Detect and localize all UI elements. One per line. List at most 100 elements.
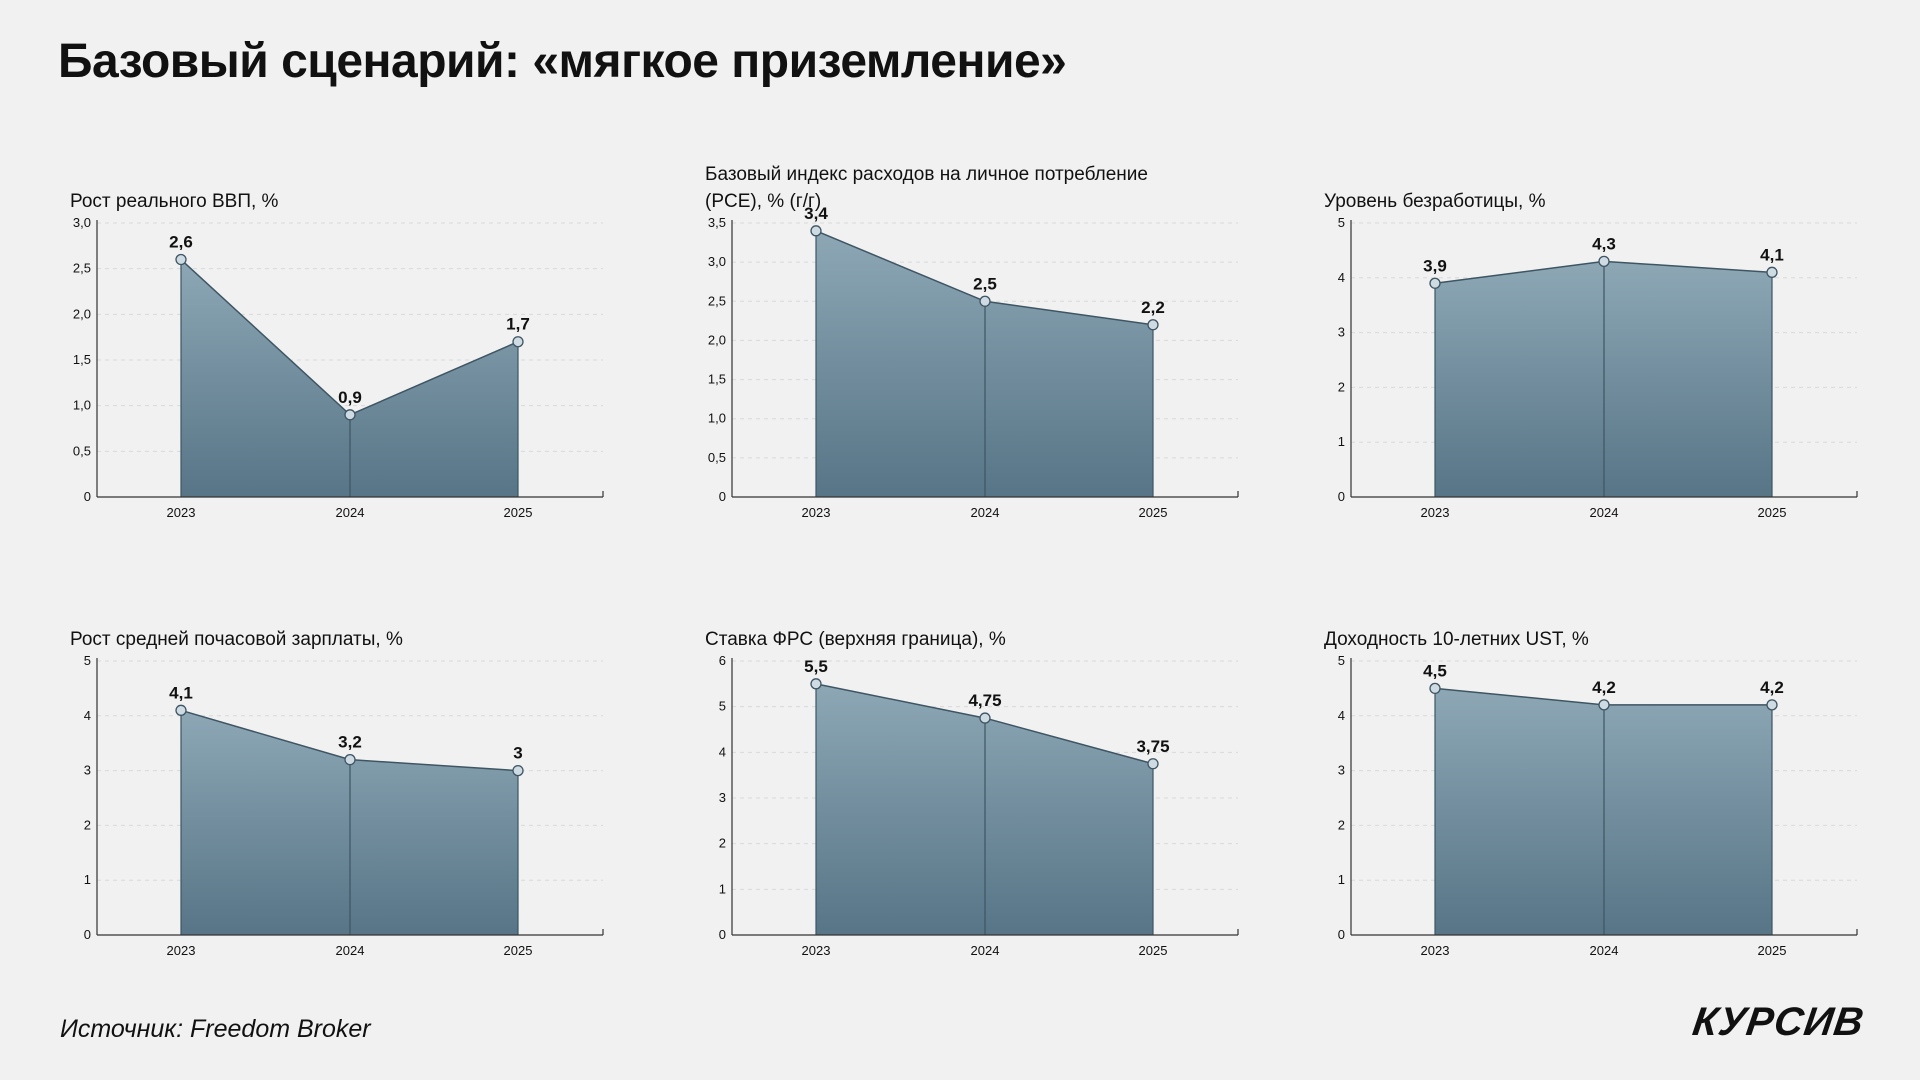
x-tick-label: 2025 [504,943,533,958]
data-label: 5,5 [804,657,828,676]
y-tick-label: 4 [719,744,726,759]
data-point [175,253,187,266]
y-tick-label: 2,5 [708,293,726,308]
y-tick-label: 5 [1338,653,1345,668]
chart-title: Рост средней почасовой зарплаты, % [70,629,403,650]
data-label: 3 [513,744,522,763]
y-tick-label: 1,5 [73,352,91,367]
y-tick-label: 0 [719,927,726,942]
y-tick-label: 1,0 [708,411,726,426]
x-tick-label: 2024 [336,943,365,958]
y-tick-label: 1 [84,872,91,887]
chart-title: Рост реального ВВП, % [70,191,279,212]
chart-svg: 0 1 2 3 4 5 6 5,5 4,75 3,75 2023 2024 2025 [719,653,1239,958]
y-tick-label: 6 [719,653,726,668]
chart-pce-index: Базовый индекс расходов на личное потреб… [695,130,1255,520]
data-point [1766,699,1778,711]
chart-unemployment: Уровень безработицы, % 0 1 2 3 4 5 3,9 4,3 4,1 20… [1314,130,1874,520]
y-tick-label: 3 [1338,763,1345,778]
x-tick-label: 2023 [1421,943,1450,958]
chart-title: Ставка ФРС (верхняя граница), % [705,629,1006,650]
page-title: Базовый сценарий: «мягкое приземление» [58,35,1067,88]
data-point [175,704,187,716]
y-tick-label: 0,5 [708,450,726,465]
series-area [181,259,518,497]
data-label: 3,75 [1136,737,1169,756]
x-tick-label: 2025 [1139,943,1168,958]
brand-logo: КУРСИВ [1690,1000,1868,1044]
chart-title: Уровень безработицы, % [1324,191,1546,212]
x-tick-label: 2023 [167,505,196,520]
x-tick-label: 2025 [1139,505,1168,520]
data-label: 2,6 [169,233,193,252]
data-label: 2,2 [1141,298,1165,317]
y-tick-label: 1,5 [708,372,726,387]
chart-gdp-growth: Рост реального ВВП, % 0 0,5 1,0 1,5 2,0 2,5 3,… [60,130,620,520]
data-label: 3,4 [804,204,828,223]
chart-svg: 0 1 2 3 4 5 4,1 3,2 3 2023 2024 2025 [84,653,604,958]
y-tick-label: 4 [1338,270,1345,285]
chart-svg: 0 1 2 3 4 5 3,9 4,3 4,1 2023 2024 2025 [1338,215,1858,520]
chart-title: Базовый индекс расходов на личное потреб… [705,164,1148,212]
data-label: 4,5 [1423,661,1447,680]
data-point [810,225,822,237]
y-tick-label: 0 [719,489,726,504]
x-tick-label: 2023 [167,943,196,958]
y-tick-label: 2 [1338,817,1345,832]
data-label: 4,1 [169,683,193,702]
y-tick-label: 5 [1338,215,1345,230]
data-label: 4,2 [1760,678,1784,697]
data-label: 4,3 [1592,234,1616,253]
source-note: Источник: Freedom Broker [60,1015,371,1043]
data-label: 1,7 [506,315,530,334]
y-tick-label: 3 [719,790,726,805]
data-point [1598,699,1610,711]
y-tick-label: 0,5 [73,443,91,458]
y-tick-label: 1 [1338,872,1345,887]
data-point [344,753,356,766]
data-point [1429,277,1441,289]
y-tick-label: 2 [84,817,91,832]
data-point [810,678,822,690]
chart-fed-rate: Ставка ФРС (верхняя граница), % 0 1 2 3 4 5 6 5… [695,568,1255,958]
y-tick-label: 2 [719,836,726,851]
y-tick-label: 3 [84,763,91,778]
chart-title: Доходность 10-летних UST, % [1324,629,1589,650]
data-point [979,712,991,724]
y-tick-label: 3,0 [708,254,726,269]
y-tick-label: 3 [1338,325,1345,340]
x-tick-label: 2024 [971,943,1000,958]
data-point [512,764,524,777]
chart-svg: 0 0,5 1,0 1,5 2,0 2,5 3,0 2,6 0,9 1,7 2023 2024 2025 [73,215,604,520]
chart-ust-yield: Доходность 10-летних UST, % 0 1 2 3 4 5 4,5 4,2… [1314,568,1874,958]
y-tick-label: 1,0 [73,398,91,413]
x-tick-label: 2023 [802,505,831,520]
data-label: 4,1 [1760,245,1784,264]
data-point [1147,319,1159,331]
y-tick-label: 0 [84,927,91,942]
y-tick-label: 0 [1338,489,1345,504]
x-tick-label: 2023 [802,943,831,958]
x-tick-label: 2024 [971,505,1000,520]
y-tick-label: 4 [1338,708,1345,723]
data-point [1429,682,1441,695]
data-point [1598,255,1610,268]
y-tick-label: 2,0 [73,306,91,321]
data-label: 2,5 [973,274,997,293]
data-label: 4,2 [1592,678,1616,697]
x-tick-label: 2025 [1758,943,1787,958]
y-tick-label: 5 [719,699,726,714]
data-point [1147,758,1159,770]
y-tick-label: 2,0 [708,332,726,347]
data-label: 3,9 [1423,256,1447,275]
y-tick-label: 2 [1338,379,1345,394]
data-point [1766,266,1778,278]
y-tick-label: 3,5 [708,215,726,230]
chart-svg: 0 0,5 1,0 1,5 2,0 2,5 3,0 3,5 3,4 2,5 2,2 2023 2024 2… [708,204,1239,520]
data-point [979,295,991,307]
x-tick-label: 2024 [1590,505,1619,520]
x-tick-label: 2024 [1590,943,1619,958]
y-tick-label: 0 [1338,927,1345,942]
y-tick-label: 4 [84,708,91,723]
y-tick-label: 0 [84,489,91,504]
